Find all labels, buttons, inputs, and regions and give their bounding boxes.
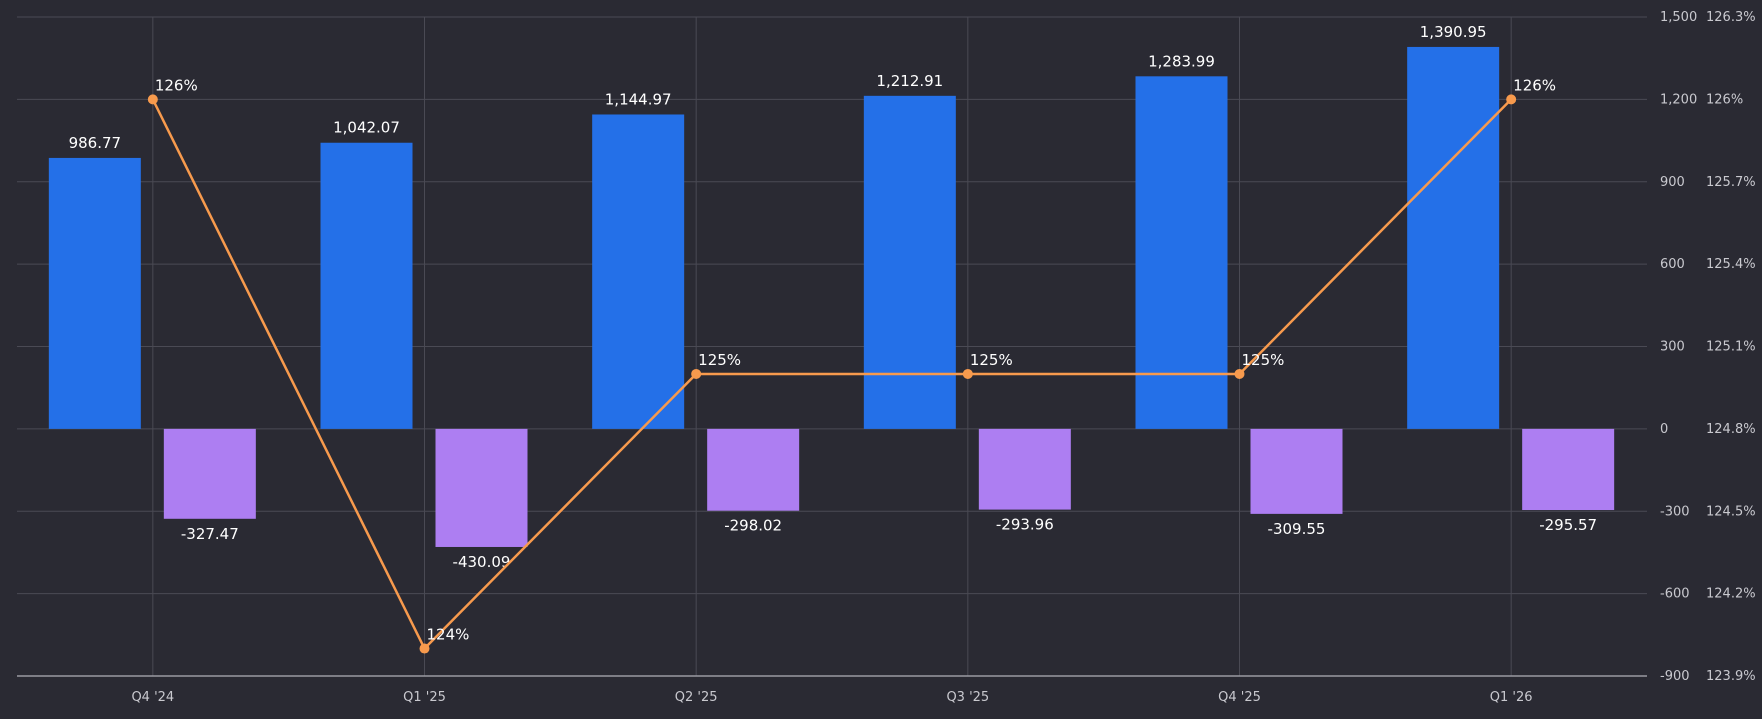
line-data-label: 125% <box>970 351 1013 369</box>
y-left-tick: 900 <box>1660 175 1685 190</box>
bar-series-1 <box>863 95 956 429</box>
line-point <box>691 368 702 379</box>
line-data-label: 126% <box>155 76 198 94</box>
y-left-tick: -900 <box>1660 669 1690 684</box>
x-tick: Q1 '25 <box>403 690 446 705</box>
bar-data-label: 1,144.97 <box>605 90 672 108</box>
line-data-label: 124% <box>427 626 470 644</box>
x-tick: Q4 '25 <box>1218 690 1261 705</box>
bar-data-label: -295.57 <box>1539 516 1597 534</box>
bar-data-label: 1,042.07 <box>333 119 400 137</box>
line-data-label: 126% <box>1513 76 1556 94</box>
line-series <box>151 98 1513 651</box>
line-data-label: 125% <box>698 351 741 369</box>
line-point <box>419 643 430 654</box>
x-tick: Q4 '24 <box>131 690 174 705</box>
y-right-tick: 125.4% <box>1706 257 1756 272</box>
bar-series-1 <box>320 142 413 429</box>
bar-series-2 <box>435 428 528 547</box>
bar-series-1 <box>1135 76 1228 429</box>
y-right-tick: 124.8% <box>1706 422 1756 437</box>
y-right-tick: 125.1% <box>1706 340 1756 355</box>
y-left-tick: -300 <box>1660 504 1690 519</box>
bar-series-1 <box>1407 46 1500 429</box>
bar-series-2 <box>707 428 800 511</box>
line-data-label: 125% <box>1242 351 1285 369</box>
bar-series-2 <box>1522 428 1615 511</box>
y-left-tick: 300 <box>1660 340 1685 355</box>
x-tick: Q1 '26 <box>1490 690 1533 705</box>
bar-series-1 <box>592 114 685 429</box>
y-left-tick: 0 <box>1660 422 1668 437</box>
y-left-tick: -600 <box>1660 587 1690 602</box>
bar-data-label: -430.09 <box>453 553 511 571</box>
line-point <box>147 94 158 105</box>
y-left-tick: 1,200 <box>1660 92 1697 107</box>
bar-data-label: 1,283.99 <box>1148 52 1215 70</box>
bar-series-2 <box>978 428 1071 510</box>
y-left-tick: 600 <box>1660 257 1685 272</box>
line-point <box>962 368 973 379</box>
bar-data-label: -298.02 <box>724 517 782 535</box>
bar-data-label: -327.47 <box>181 525 239 543</box>
line-point <box>1506 94 1517 105</box>
y-right-tick: 125.7% <box>1706 175 1756 190</box>
x-tick: Q3 '25 <box>946 690 989 705</box>
line-point <box>1234 368 1245 379</box>
bar-series-2 <box>1250 428 1343 514</box>
bar-data-label: 1,212.91 <box>876 72 943 90</box>
y-left-tick: 1,500 <box>1660 10 1697 25</box>
y-right-tick: 124.5% <box>1706 504 1756 519</box>
bar-data-label: 1,390.95 <box>1420 23 1487 41</box>
bar-series-1 <box>48 157 141 429</box>
y-right-tick: 126.3% <box>1706 10 1756 25</box>
bar-series-2 <box>163 428 256 519</box>
y-right-tick: 123.9% <box>1706 669 1756 684</box>
y-right-tick: 124.2% <box>1706 587 1756 602</box>
x-tick: Q2 '25 <box>675 690 718 705</box>
y-right-tick: 126% <box>1706 92 1743 107</box>
bar-data-label: -309.55 <box>1268 520 1326 538</box>
bar-data-label: 986.77 <box>69 134 122 152</box>
bar-data-label: -293.96 <box>996 516 1054 534</box>
